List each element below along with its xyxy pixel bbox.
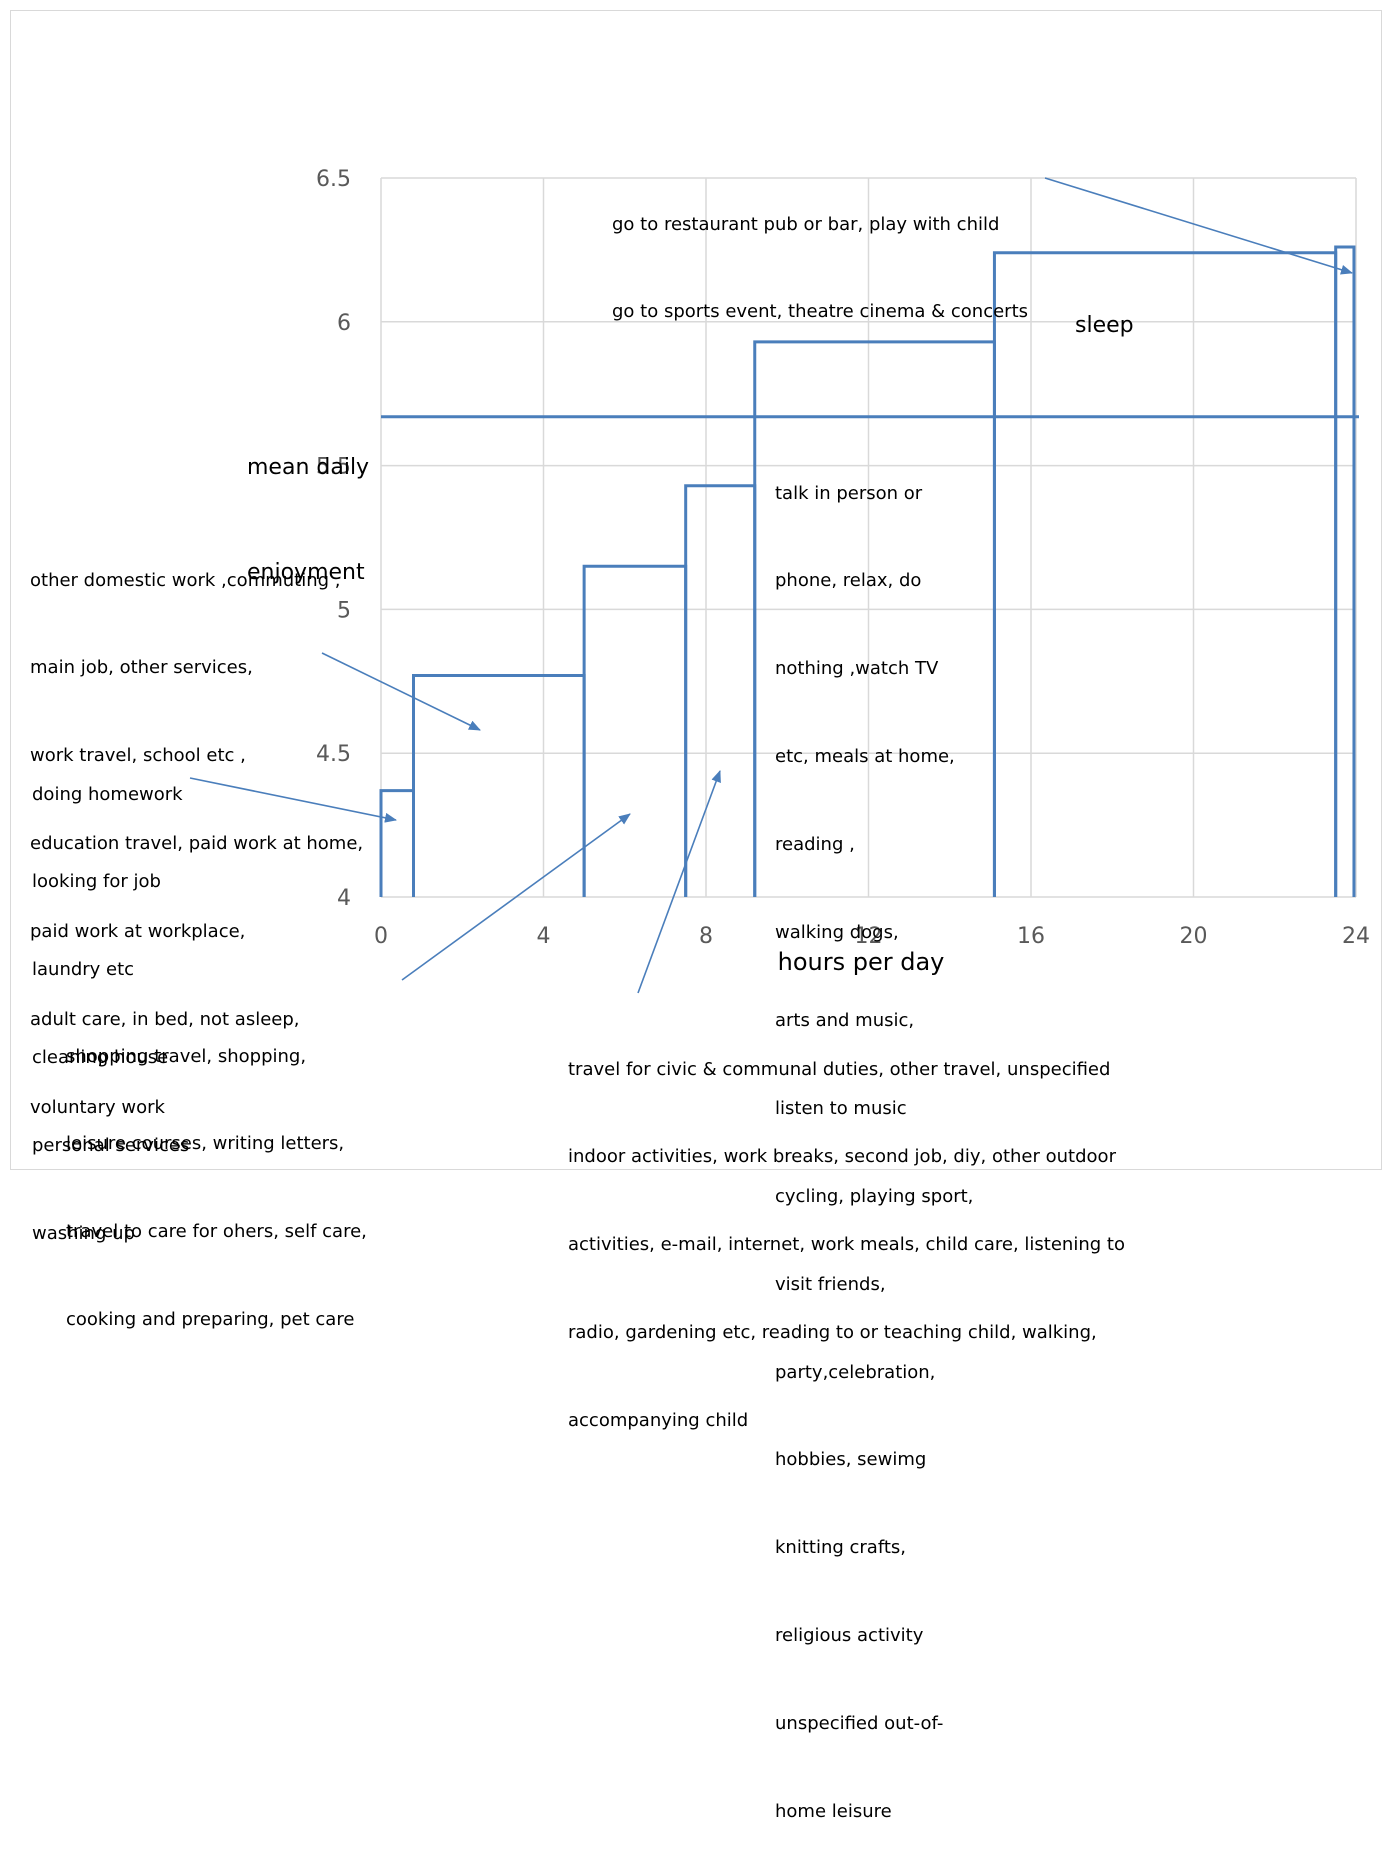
step-bar-1: [379, 789, 415, 897]
annotation-line: talk in person or: [775, 482, 923, 504]
annotation-line: etc, meals at home,: [775, 746, 955, 768]
annotation-line: knitting crafts,: [775, 1537, 907, 1559]
annotation-civic-duties: travel for civic & communal duties, othe…: [568, 996, 1125, 1465]
annotation-line: religious activity: [775, 1625, 924, 1647]
y-tick-label: 6: [337, 311, 351, 336]
step-bar-7: [1334, 245, 1356, 897]
y-tick-label: 5.5: [316, 455, 351, 480]
annotation-line: cleaning house: [32, 1047, 169, 1069]
x-tick-label: 8: [699, 924, 713, 949]
annotation-line: listen to music: [775, 1097, 907, 1119]
annotation-line: nothing ,watch TV: [775, 658, 939, 680]
x-tick-label: 16: [1017, 924, 1045, 949]
mean-label-line: enjoyment: [247, 560, 365, 585]
chart-frame: [10, 10, 1382, 1170]
annotation-line: cooking and preparing, pet care: [66, 1309, 355, 1331]
annotation-line: activities, e-mail, internet, work meals…: [568, 1234, 1125, 1256]
annotation-line: accompanying child: [568, 1410, 749, 1432]
step-bar-3: [582, 564, 688, 897]
annotation-line: looking for job: [32, 871, 161, 893]
annotation-line: arts and music,: [775, 1009, 915, 1031]
annotation-line: main job, other services,: [30, 657, 253, 679]
x-tick-label: 4: [537, 924, 551, 949]
annotation-line: travel to care for ohers, self care,: [66, 1221, 367, 1243]
annotation-line: phone, relax, do: [775, 570, 922, 592]
annotation-restaurant: go to restaurant pub or bar, play with c…: [612, 151, 1028, 356]
annotation-line: indoor activities, work breaks, second j…: [568, 1146, 1116, 1168]
x-tick-label: 12: [855, 924, 883, 949]
x-tick-label: 20: [1180, 924, 1208, 949]
step-bar-2: [412, 674, 586, 897]
annotation-arrows: [189, 177, 1353, 994]
gridlines: [380, 177, 1357, 898]
arrow-homework: [189, 777, 397, 823]
annotation-line: travel for civic & communal duties, othe…: [568, 1058, 1111, 1080]
annotation-line: paid work at workplace,: [30, 921, 246, 943]
x-axis-label: hours per day: [778, 948, 945, 976]
annotation-line: leisure courses, writing letters,: [66, 1133, 345, 1155]
annotation-line: radio, gardening etc, reading to or teac…: [568, 1322, 1097, 1344]
annotation-line: adult care, in bed, not asleep,: [30, 1009, 300, 1031]
annotation-line: walking dogs,: [775, 922, 899, 944]
arrow-civic-duties: [637, 770, 721, 994]
annotation-line: voluntary work: [30, 1096, 165, 1118]
arrow-domestic-work: [321, 652, 481, 731]
x-tick-label: 24: [1342, 924, 1370, 949]
y-tick-label: 5: [337, 598, 351, 623]
annotation-line: other domestic work ,commuting ,: [30, 569, 341, 591]
x-tick-label: 0: [374, 924, 388, 949]
annotation-sleep: sleep: [1075, 252, 1134, 369]
annotation-line: education travel, paid work at home,: [30, 833, 364, 855]
step-series: [379, 245, 1356, 897]
mean-label-line: mean daily: [247, 455, 370, 480]
annotation-line: sleep: [1075, 312, 1134, 338]
annotation-line: home leisure: [775, 1800, 892, 1822]
arrow-restaurant: [1044, 177, 1353, 275]
mean-line-label: mean daily enjoyment: [247, 380, 369, 625]
annotation-line: personal services: [32, 1135, 190, 1157]
annotation-line: reading ,: [775, 834, 855, 856]
y-tick-label: 4: [337, 886, 351, 911]
annotation-shopping: shopping travel, shopping, leisure cours…: [66, 983, 367, 1364]
arrow-shopping: [401, 813, 631, 981]
annotation-line: laundry etc: [32, 959, 135, 981]
annotation-line: work travel, school etc ,: [30, 745, 246, 767]
annotation-line: unspecified out-of-: [775, 1713, 944, 1735]
annotation-line: go to restaurant pub or bar, play with c…: [612, 213, 1000, 235]
annotation-domestic-work: other domestic work ,commuting , main jo…: [30, 507, 363, 1152]
y-tick-label: 4.5: [316, 742, 351, 767]
step-bar-6: [992, 251, 1338, 897]
y-tick-label: 6.5: [316, 167, 351, 192]
annotation-line: shopping travel, shopping,: [66, 1045, 307, 1067]
annotation-line: doing homework: [32, 783, 183, 805]
annotation-line: go to sports event, theatre cinema & con…: [612, 301, 1029, 323]
